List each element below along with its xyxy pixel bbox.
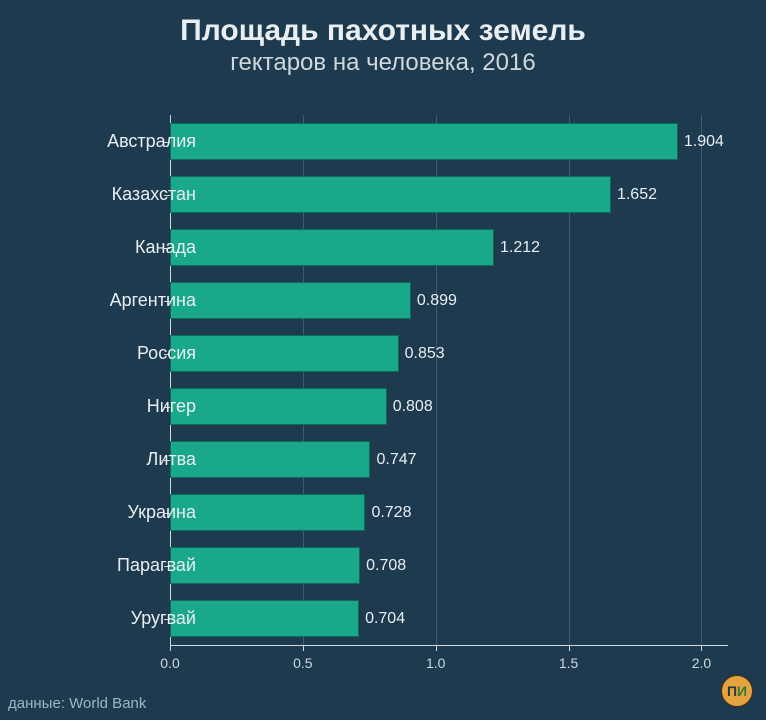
plot-area: 0.00.51.01.52.01.9041.6521.2120.8990.853…	[170, 115, 728, 645]
x-tick-label: 0.0	[150, 655, 190, 671]
bar-value-label: 0.853	[397, 327, 445, 380]
chart-title: Площадь пахотных земель	[0, 0, 766, 47]
logo-badge: ПИ	[720, 674, 754, 708]
x-tick-label: 0.5	[283, 655, 323, 671]
bar-value-label: 1.904	[676, 115, 724, 168]
bar-row: 0.808	[170, 380, 728, 433]
y-axis-label: Австралия	[16, 115, 196, 168]
bar-row: 0.747	[170, 433, 728, 486]
bar	[170, 123, 678, 160]
bar-value-label: 0.728	[363, 486, 411, 539]
bar	[170, 176, 611, 213]
bar-row: 0.728	[170, 486, 728, 539]
bar-row: 0.853	[170, 327, 728, 380]
x-tick-label: 1.5	[549, 655, 589, 671]
bar-value-label: 1.212	[492, 221, 540, 274]
bar-row: 0.704	[170, 592, 728, 645]
y-axis-label: Уругвай	[16, 592, 196, 645]
bar-value-label: 0.704	[357, 592, 405, 645]
logo-letter-1: П	[727, 683, 737, 699]
y-axis-label: Аргентина	[16, 274, 196, 327]
bar	[170, 282, 411, 319]
bar-value-label: 0.899	[409, 274, 457, 327]
bar-value-label: 0.708	[358, 539, 406, 592]
bar-row: 0.899	[170, 274, 728, 327]
y-axis-label: Россия	[16, 327, 196, 380]
bar-row: 1.904	[170, 115, 728, 168]
x-tick-label: 2.0	[681, 655, 721, 671]
y-axis-label: Литва	[16, 433, 196, 486]
bar	[170, 547, 360, 584]
chart-container: Площадь пахотных земель гектаров на чело…	[0, 0, 766, 720]
bar	[170, 388, 387, 425]
y-axis-label: Украина	[16, 486, 196, 539]
chart-subtitle: гектаров на человека, 2016	[0, 47, 766, 78]
y-axis-label: Нигер	[16, 380, 196, 433]
bar-value-label: 1.652	[609, 168, 657, 221]
source-text: данные: World Bank	[8, 695, 146, 712]
bar-row: 1.652	[170, 168, 728, 221]
bar	[170, 335, 399, 372]
y-axis-label: Парагвай	[16, 539, 196, 592]
x-tick-label: 1.0	[416, 655, 456, 671]
bar	[170, 229, 494, 266]
bar	[170, 494, 365, 531]
bar	[170, 441, 370, 478]
bar-row: 1.212	[170, 221, 728, 274]
x-axis-line	[170, 645, 728, 646]
y-axis-label: Казахстан	[16, 168, 196, 221]
bar-value-label: 0.747	[368, 433, 416, 486]
y-axis-label: Канада	[16, 221, 196, 274]
bar-row: 0.708	[170, 539, 728, 592]
logo-letter-2: И	[737, 683, 747, 699]
bar	[170, 600, 359, 637]
bar-value-label: 0.808	[385, 380, 433, 433]
